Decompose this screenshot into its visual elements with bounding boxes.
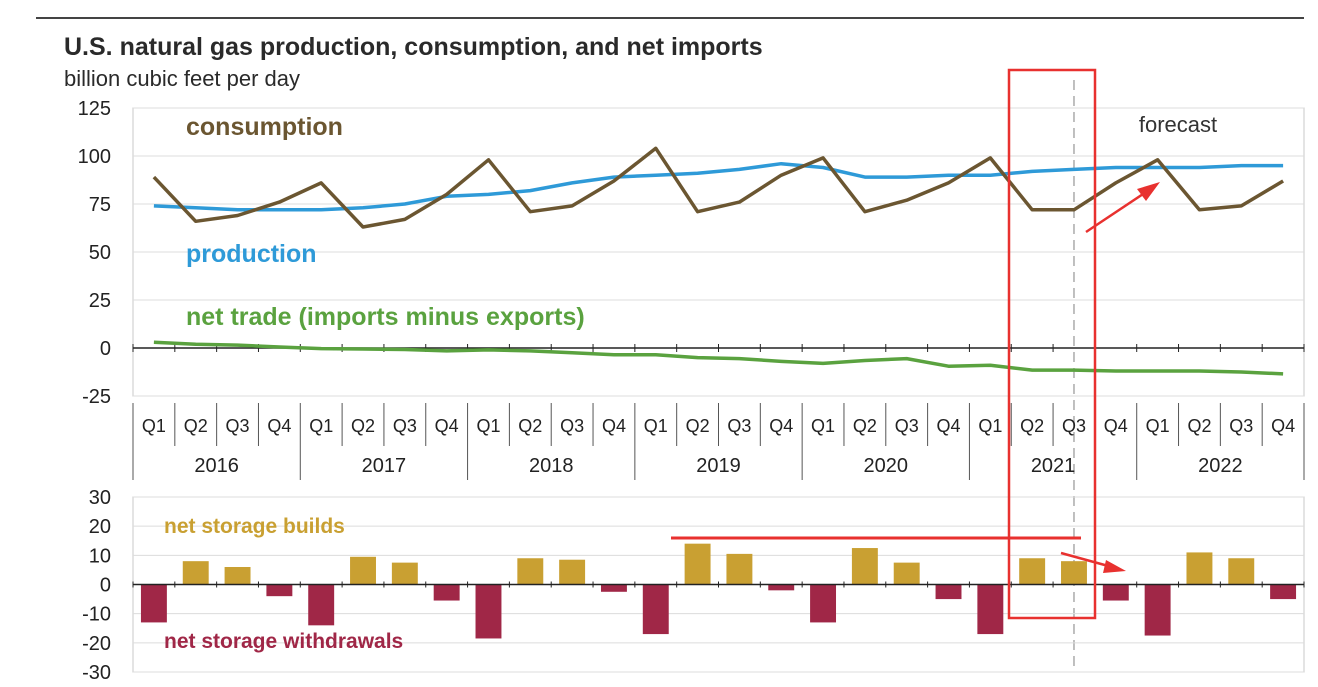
quarter-tick-label: Q2 <box>853 416 877 436</box>
quarter-tick-label: Q3 <box>393 416 417 436</box>
y-tick-label: 25 <box>89 290 111 312</box>
quarter-tick-label: Q2 <box>184 416 208 436</box>
label-net-storage-builds: net storage builds <box>164 515 345 538</box>
storage-bar <box>140 584 167 623</box>
year-tick-label: 2019 <box>696 455 741 477</box>
quarter-tick-label: Q2 <box>686 416 710 436</box>
storage-bar <box>810 584 837 623</box>
quarter-tick-label: Q4 <box>435 416 459 436</box>
annotation-arrow-shaft <box>1060 551 1113 569</box>
y-tick-label: 125 <box>78 98 111 120</box>
year-tick-label: 2022 <box>1198 455 1243 477</box>
storage-bar <box>1228 558 1255 585</box>
storage-bar <box>1019 558 1046 585</box>
quarter-tick-label: Q3 <box>895 416 919 436</box>
storage-bar <box>851 548 878 585</box>
quarter-tick-label: Q4 <box>1104 416 1128 436</box>
series-label-production: production <box>186 240 317 268</box>
storage-bar <box>1270 584 1297 600</box>
year-tick-label: 2016 <box>194 455 239 477</box>
quarter-tick-label: Q3 <box>1062 416 1086 436</box>
quarter-tick-label: Q1 <box>1146 416 1170 436</box>
y-tick-label: -20 <box>82 633 111 655</box>
year-tick-label: 2017 <box>362 455 407 477</box>
annotation-arrow-head <box>1103 560 1126 573</box>
quarter-tick-label: Q1 <box>811 416 835 436</box>
quarter-tick-label: Q3 <box>226 416 250 436</box>
y-tick-label: -30 <box>82 662 111 684</box>
annotation-arrow-head <box>1137 182 1160 201</box>
series-line-consumption <box>152 146 1284 229</box>
quarter-tick-label: Q4 <box>937 416 961 436</box>
series-label-consumption: consumption <box>186 113 343 141</box>
quarter-tick-label: Q2 <box>351 416 375 436</box>
y-tick-label: -10 <box>82 604 111 626</box>
storage-bar <box>224 567 251 585</box>
y-tick-label: 0 <box>100 338 111 360</box>
quarter-tick-label: Q3 <box>1229 416 1253 436</box>
quarter-tick-label: Q4 <box>1271 416 1295 436</box>
quarter-tick-label: Q2 <box>518 416 542 436</box>
storage-bar <box>684 543 711 585</box>
quarter-tick-label: Q4 <box>769 416 793 436</box>
annotation-highlight-box <box>1007 68 1097 620</box>
storage-bar <box>935 584 962 600</box>
storage-bar <box>1061 561 1087 585</box>
quarter-tick-label: Q1 <box>309 416 333 436</box>
y-tick-label: 75 <box>89 194 111 216</box>
y-tick-label: -25 <box>82 386 111 408</box>
storage-bar <box>308 584 335 626</box>
storage-bar <box>1186 552 1213 585</box>
storage-bar <box>391 562 418 585</box>
storage-bar <box>726 553 753 585</box>
storage-bar <box>642 584 669 635</box>
y-tick-label: 20 <box>89 516 111 538</box>
quarter-tick-label: Q1 <box>142 416 166 436</box>
storage-bar <box>433 584 460 601</box>
quarter-tick-label: Q1 <box>476 416 500 436</box>
y-tick-label: 10 <box>89 545 111 567</box>
storage-bar <box>475 584 502 639</box>
quarter-tick-label: Q3 <box>727 416 751 436</box>
quarter-tick-label: Q3 <box>560 416 584 436</box>
quarter-tick-label: Q2 <box>1187 416 1211 436</box>
storage-bar <box>600 584 627 592</box>
annotation-arrow-shaft <box>1085 190 1147 234</box>
year-tick-label: 2018 <box>529 455 574 477</box>
storage-bar <box>977 584 1004 635</box>
quarter-tick-label: Q2 <box>1020 416 1044 436</box>
series-label-net-trade: net trade (imports minus exports) <box>186 303 585 331</box>
storage-bar <box>893 562 920 585</box>
quarter-tick-label: Q1 <box>978 416 1002 436</box>
storage-bar <box>1102 584 1129 601</box>
quarter-tick-label: Q1 <box>644 416 668 436</box>
forecast-label: forecast <box>1139 112 1217 137</box>
storage-bar <box>266 584 293 597</box>
chart-title: U.S. natural gas production, consumption… <box>64 33 763 61</box>
quarter-tick-label: Q4 <box>602 416 626 436</box>
y-tick-label: 30 <box>89 487 111 509</box>
chart-subtitle: billion cubic feet per day <box>64 66 301 91</box>
storage-bar <box>517 558 544 585</box>
y-tick-label: 50 <box>89 242 111 264</box>
y-tick-label: 100 <box>78 146 111 168</box>
year-tick-label: 2021 <box>1031 455 1076 477</box>
storage-bar <box>768 584 795 591</box>
quarter-tick-label: Q4 <box>267 416 291 436</box>
year-tick-label: 2020 <box>864 455 909 477</box>
storage-bar <box>182 561 209 585</box>
label-net-storage-withdrawals: net storage withdrawals <box>164 630 403 653</box>
storage-bar <box>1144 584 1171 636</box>
storage-bar <box>350 556 376 585</box>
y-tick-label: 0 <box>100 575 111 597</box>
storage-bar <box>559 559 586 585</box>
